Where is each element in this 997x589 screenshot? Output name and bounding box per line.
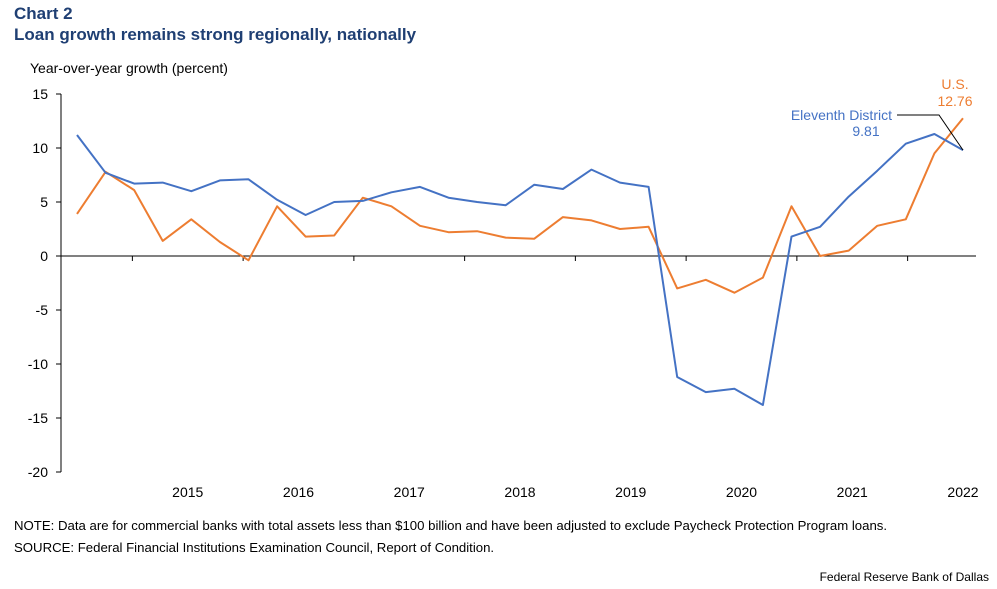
eleventh-district-label: Eleventh District: [791, 107, 892, 123]
x-tick-label: 2017: [394, 484, 425, 500]
line-chart: Year-over-year growth (percent) 15 10 5 0 -5…: [28, 60, 979, 500]
leader-line: [897, 114, 964, 151]
x-tick-label: 2015: [172, 484, 203, 500]
us-label: U.S.: [941, 76, 968, 92]
eleventh-district-value: 9.81: [852, 123, 879, 139]
x-tick-label: 2021: [837, 484, 868, 500]
y-tick-label: 10: [32, 140, 48, 156]
x-tick-labels: 2015 2016 2017 2018 2019 2020 2021 2022: [172, 484, 979, 500]
y-tick-label: 15: [32, 86, 48, 102]
us-line: [76, 117, 964, 294]
y-tick-label: -15: [28, 410, 48, 426]
source-text: SOURCE: Federal Financial Institutions E…: [14, 540, 495, 555]
y-axis-label: Year-over-year growth (percent): [30, 60, 228, 76]
x-tick-label: 2022: [947, 484, 978, 500]
x-tick-label: 2020: [726, 484, 757, 500]
x-tick-label: 2016: [283, 484, 314, 500]
axes: [56, 93, 976, 473]
credit-text: Federal Reserve Bank of Dallas: [819, 570, 989, 584]
y-tick-labels: 15 10 5 0 -5 -10 -15 -20: [28, 86, 48, 480]
y-tick-label: 0: [40, 248, 48, 264]
series-lines: [76, 117, 964, 406]
x-tick-label: 2018: [504, 484, 535, 500]
y-tick-label: -20: [28, 464, 48, 480]
y-tick-label: -10: [28, 356, 48, 372]
us-value: 12.76: [937, 93, 972, 109]
chart-title: Loan growth remains strong regionally, n…: [14, 25, 417, 44]
y-tick-label: 5: [40, 194, 48, 210]
eleventh-district-line: [76, 133, 964, 406]
chart-number: Chart 2: [14, 4, 73, 23]
x-tick-label: 2019: [615, 484, 646, 500]
y-tick-label: -5: [36, 302, 49, 318]
note-text: NOTE: Data are for commercial banks with…: [14, 518, 888, 533]
